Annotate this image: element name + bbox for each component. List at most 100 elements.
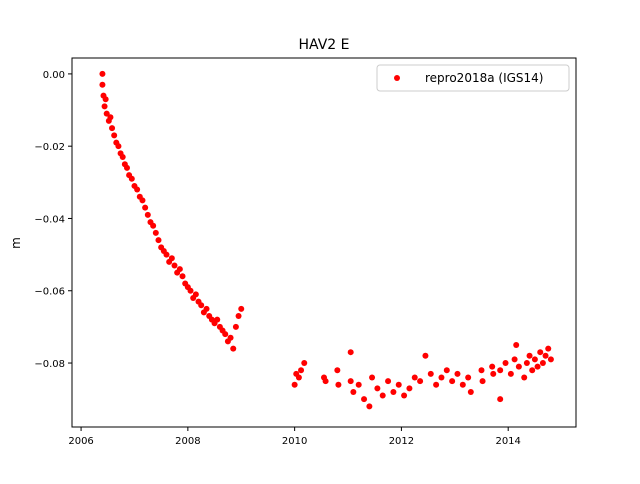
data-point (523, 360, 530, 367)
data-point (230, 345, 237, 352)
data-point (443, 367, 450, 374)
data-point (295, 374, 302, 381)
chart-title: HAV2 E (299, 37, 350, 53)
data-point (152, 229, 159, 236)
data-point (361, 396, 368, 403)
data-point (515, 363, 522, 370)
data-point (334, 367, 341, 374)
y-axis-label: m (9, 237, 23, 249)
data-point (134, 186, 141, 193)
x-tick-label: 2012 (389, 436, 414, 447)
data-point (150, 222, 157, 229)
data-point (438, 374, 445, 381)
data-point (490, 370, 497, 377)
data-point (163, 251, 170, 258)
data-point (449, 378, 456, 385)
y-tick-label: −0.04 (34, 214, 65, 225)
data-point (139, 197, 146, 204)
data-point (529, 367, 536, 374)
data-point (347, 349, 354, 356)
data-point (232, 323, 239, 330)
data-point (390, 388, 397, 395)
data-point (179, 273, 186, 280)
data-point (176, 266, 183, 273)
data-point (171, 262, 178, 269)
data-point (222, 331, 229, 338)
x-tick-label: 2014 (495, 436, 520, 447)
data-point (547, 356, 554, 363)
data-point (144, 211, 151, 218)
data-point (433, 381, 440, 388)
data-point (427, 370, 434, 377)
data-point (227, 334, 234, 341)
data-point (369, 374, 376, 381)
legend-marker (394, 75, 400, 81)
data-point (545, 345, 552, 352)
data-point (103, 110, 110, 117)
data-points (99, 70, 554, 410)
data-point (214, 316, 221, 323)
data-point (478, 367, 485, 374)
data-point (422, 352, 429, 359)
data-point (411, 374, 418, 381)
data-point (366, 403, 373, 410)
data-point (534, 363, 541, 370)
data-point (401, 392, 408, 399)
legend-label: repro2018a (IGS14) (425, 71, 543, 85)
data-point (168, 255, 175, 262)
data-point (291, 381, 298, 388)
data-point (479, 378, 486, 385)
x-tick-label: 2010 (282, 436, 307, 447)
data-point (507, 370, 514, 377)
data-point (335, 381, 342, 388)
data-point (109, 125, 116, 132)
data-point (531, 356, 538, 363)
data-point (497, 396, 504, 403)
y-tick-label: −0.06 (34, 287, 65, 298)
data-point (459, 381, 466, 388)
data-point (238, 305, 245, 312)
plot-frame (71, 57, 577, 428)
data-point (99, 81, 106, 88)
data-point (99, 70, 106, 77)
x-tick-label: 2006 (68, 436, 93, 447)
data-point (298, 367, 305, 374)
data-point (465, 374, 472, 381)
data-point (203, 305, 210, 312)
data-point (192, 291, 199, 298)
legend: repro2018a (IGS14) (376, 64, 570, 92)
y-tick-label: 0.00 (43, 70, 65, 81)
data-point (542, 352, 549, 359)
data-point (395, 381, 402, 388)
data-point (526, 352, 533, 359)
data-point (537, 349, 544, 356)
data-point (502, 360, 509, 367)
data-point (111, 132, 118, 139)
data-point (379, 392, 386, 399)
data-point (119, 154, 126, 161)
data-point (142, 204, 149, 211)
data-point (513, 341, 520, 348)
data-point (454, 370, 461, 377)
axis-ticks: 2006 2008 2010 2012 2014 0.00 −0.02 −0.04 −0.06 −… (34, 70, 521, 447)
data-point (417, 378, 424, 385)
data-point (539, 360, 546, 367)
data-point (198, 302, 205, 309)
data-point (123, 164, 130, 171)
data-point (467, 388, 474, 395)
y-tick-label: −0.08 (34, 359, 65, 370)
data-point (511, 356, 518, 363)
data-point (235, 313, 242, 320)
x-tick-label: 2008 (175, 436, 200, 447)
data-point (322, 378, 329, 385)
data-point (187, 287, 194, 294)
data-point (374, 385, 381, 392)
data-point (347, 378, 354, 385)
data-point (406, 385, 413, 392)
data-point (301, 360, 308, 367)
data-point (497, 367, 504, 374)
data-point (155, 237, 162, 244)
legend-box (376, 64, 570, 92)
data-point (128, 175, 135, 182)
